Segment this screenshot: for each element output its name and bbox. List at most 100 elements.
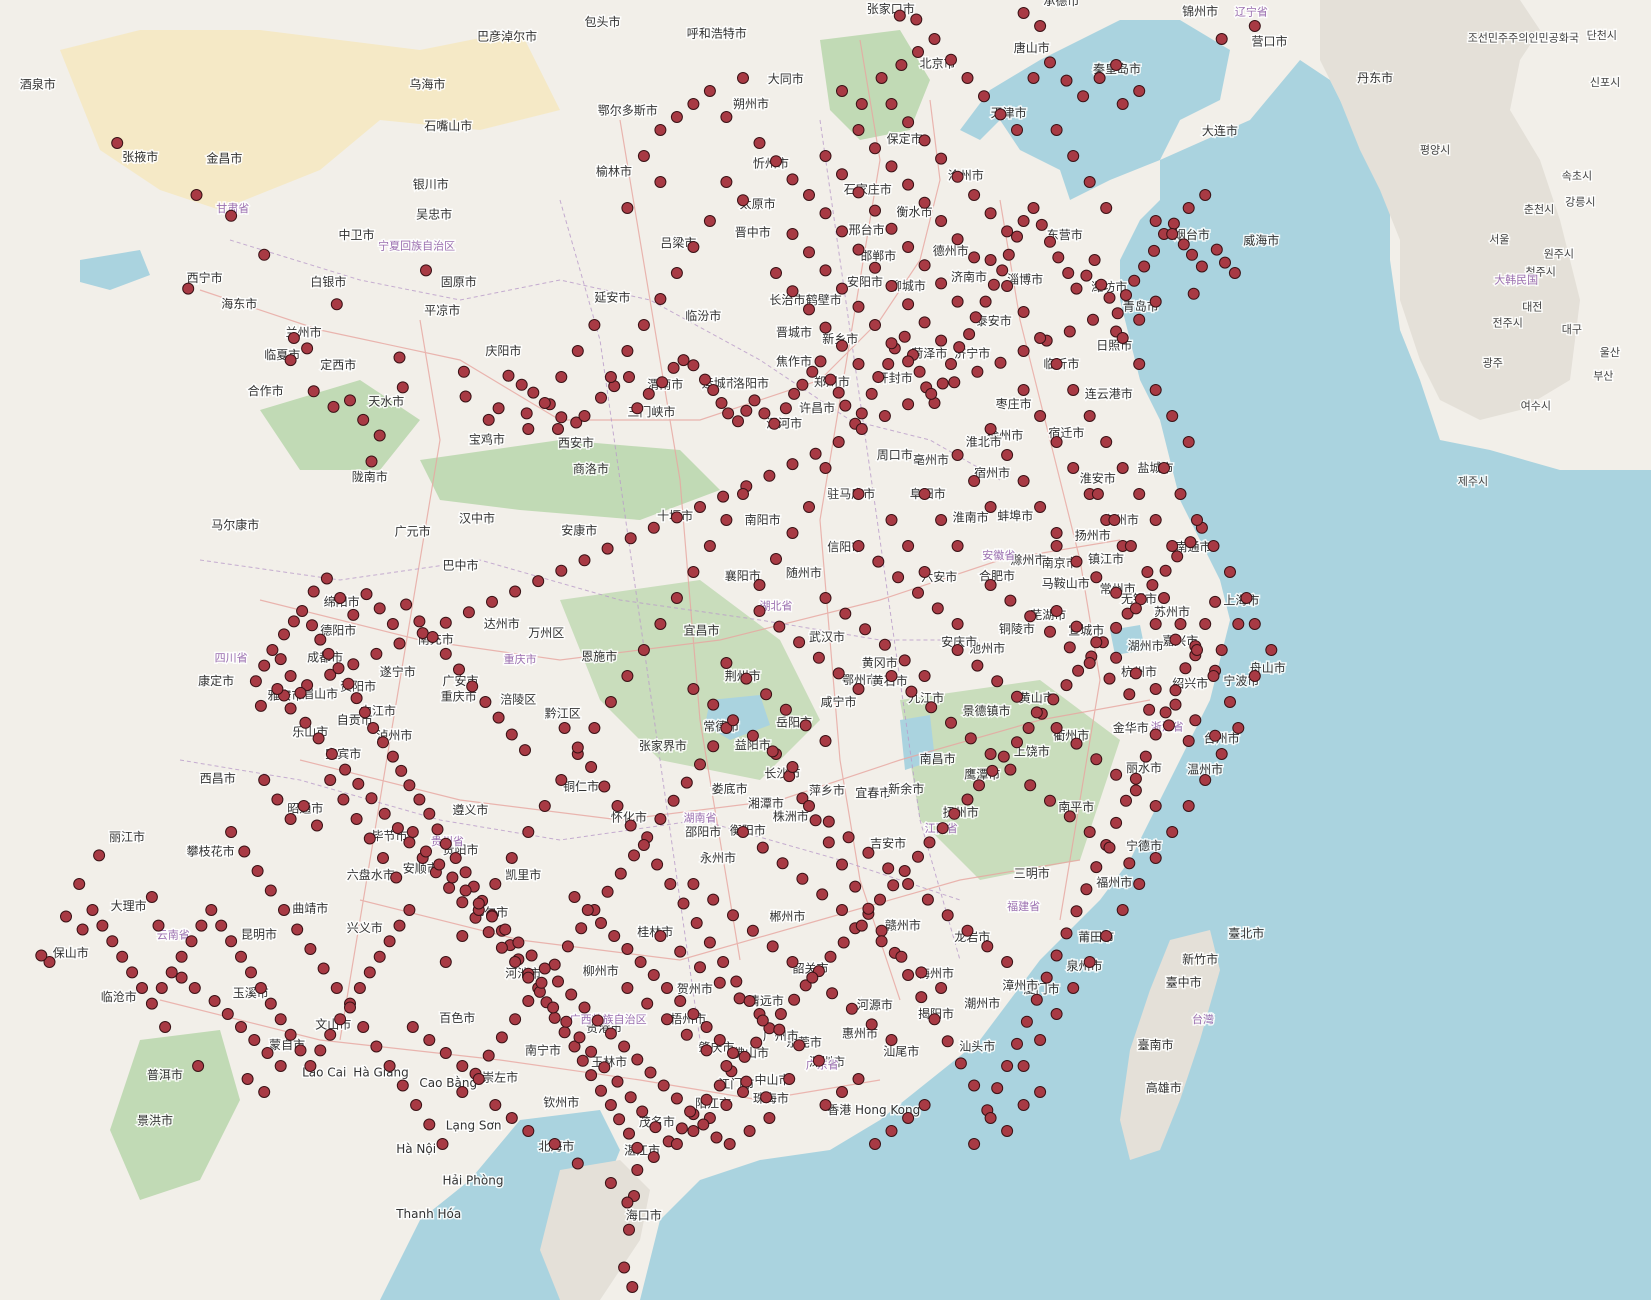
map-marker[interactable] bbox=[1017, 384, 1030, 396]
map-marker[interactable] bbox=[492, 402, 505, 415]
map-marker[interactable] bbox=[1090, 753, 1103, 766]
map-marker[interactable] bbox=[393, 919, 406, 932]
map-marker[interactable] bbox=[492, 711, 505, 724]
map-marker[interactable] bbox=[598, 780, 611, 793]
map-marker[interactable] bbox=[486, 910, 498, 923]
map-marker[interactable] bbox=[1146, 579, 1159, 591]
map-marker[interactable] bbox=[1034, 20, 1047, 32]
map-marker[interactable] bbox=[816, 888, 829, 901]
map-marker[interactable] bbox=[225, 209, 238, 222]
map-marker[interactable] bbox=[439, 616, 452, 629]
map-marker[interactable] bbox=[1248, 618, 1261, 630]
map-marker[interactable] bbox=[951, 233, 964, 246]
map-marker[interactable] bbox=[717, 490, 730, 503]
map-marker[interactable] bbox=[1189, 714, 1202, 727]
map-marker[interactable] bbox=[311, 819, 323, 832]
map-marker[interactable] bbox=[390, 871, 403, 884]
map-marker[interactable] bbox=[918, 1099, 931, 1111]
map-marker[interactable] bbox=[1149, 852, 1162, 864]
map-marker[interactable] bbox=[1179, 662, 1192, 675]
map-marker[interactable] bbox=[964, 732, 977, 745]
map-marker[interactable] bbox=[527, 386, 540, 399]
map-marker[interactable] bbox=[1159, 706, 1172, 719]
map-marker[interactable] bbox=[700, 1093, 713, 1106]
map-marker[interactable] bbox=[571, 345, 584, 357]
map-marker[interactable] bbox=[973, 779, 985, 792]
map-marker[interactable] bbox=[1020, 1015, 1033, 1028]
map-marker[interactable] bbox=[1100, 930, 1113, 942]
map-marker[interactable] bbox=[855, 423, 868, 435]
map-marker[interactable] bbox=[624, 532, 637, 545]
map-marker[interactable] bbox=[776, 857, 789, 870]
map-marker[interactable] bbox=[520, 407, 533, 420]
map-marker[interactable] bbox=[297, 800, 310, 812]
map-marker[interactable] bbox=[370, 1040, 383, 1053]
map-marker[interactable] bbox=[961, 72, 974, 84]
map-marker[interactable] bbox=[598, 1061, 611, 1074]
map-marker[interactable] bbox=[96, 919, 109, 932]
map-marker[interactable] bbox=[1265, 644, 1278, 656]
map-marker[interactable] bbox=[898, 330, 911, 343]
map-marker[interactable] bbox=[839, 607, 852, 620]
map-marker[interactable] bbox=[1199, 618, 1212, 630]
map-marker[interactable] bbox=[1062, 267, 1075, 279]
map-marker[interactable] bbox=[1001, 225, 1014, 238]
map-marker[interactable] bbox=[748, 394, 761, 407]
map-marker[interactable] bbox=[1207, 540, 1220, 552]
map-marker[interactable] bbox=[509, 1013, 522, 1026]
map-marker[interactable] bbox=[656, 376, 669, 389]
map-marker[interactable] bbox=[892, 571, 905, 584]
map-marker[interactable] bbox=[1209, 595, 1222, 608]
map-marker[interactable] bbox=[806, 365, 819, 378]
map-marker[interactable] bbox=[819, 592, 832, 604]
map-marker[interactable] bbox=[1219, 256, 1231, 269]
map-marker[interactable] bbox=[459, 390, 472, 403]
map-marker[interactable] bbox=[720, 176, 733, 188]
map-marker[interactable] bbox=[416, 627, 429, 640]
map-marker[interactable] bbox=[912, 46, 924, 58]
map-marker[interactable] bbox=[1080, 269, 1093, 282]
map-marker[interactable] bbox=[855, 407, 868, 420]
map-marker[interactable] bbox=[284, 813, 297, 825]
map-marker[interactable] bbox=[548, 958, 561, 971]
map-marker[interactable] bbox=[1116, 332, 1129, 344]
map-marker[interactable] bbox=[713, 1079, 726, 1092]
map-marker[interactable] bbox=[618, 1040, 631, 1053]
map-marker[interactable] bbox=[862, 902, 875, 915]
map-marker[interactable] bbox=[687, 566, 700, 578]
map-marker[interactable] bbox=[1001, 1060, 1014, 1072]
map-marker[interactable] bbox=[822, 815, 835, 828]
map-marker[interactable] bbox=[383, 935, 396, 948]
map-marker[interactable] bbox=[680, 776, 693, 789]
map-marker[interactable] bbox=[342, 677, 355, 690]
map-marker[interactable] bbox=[595, 391, 607, 404]
map-marker[interactable] bbox=[667, 361, 680, 374]
map-marker[interactable] bbox=[677, 897, 690, 910]
map-marker[interactable] bbox=[842, 831, 855, 844]
map-marker[interactable] bbox=[1149, 295, 1162, 308]
map-marker[interactable] bbox=[159, 1021, 172, 1033]
map-marker[interactable] bbox=[1017, 475, 1030, 487]
map-marker[interactable] bbox=[1050, 527, 1063, 539]
map-marker[interactable] bbox=[826, 987, 839, 1000]
map-marker[interactable] bbox=[249, 675, 262, 688]
map-marker[interactable] bbox=[809, 814, 822, 827]
map-marker[interactable] bbox=[675, 1122, 688, 1135]
map-marker[interactable] bbox=[687, 98, 700, 110]
map-marker[interactable] bbox=[373, 950, 386, 963]
map-marker[interactable] bbox=[786, 956, 799, 968]
map-marker[interactable] bbox=[1169, 633, 1182, 646]
map-marker[interactable] bbox=[188, 982, 201, 994]
map-marker[interactable] bbox=[332, 662, 345, 675]
map-marker[interactable] bbox=[578, 1001, 591, 1014]
map-marker[interactable] bbox=[865, 387, 878, 400]
map-marker[interactable] bbox=[152, 919, 165, 932]
map-marker[interactable] bbox=[852, 683, 865, 695]
map-marker[interactable] bbox=[1067, 384, 1080, 396]
map-marker[interactable] bbox=[1110, 621, 1123, 634]
map-marker[interactable] bbox=[803, 246, 815, 259]
map-marker[interactable] bbox=[324, 1028, 337, 1041]
map-marker[interactable] bbox=[694, 501, 706, 513]
map-marker[interactable] bbox=[948, 807, 961, 820]
map-marker[interactable] bbox=[576, 1054, 589, 1067]
